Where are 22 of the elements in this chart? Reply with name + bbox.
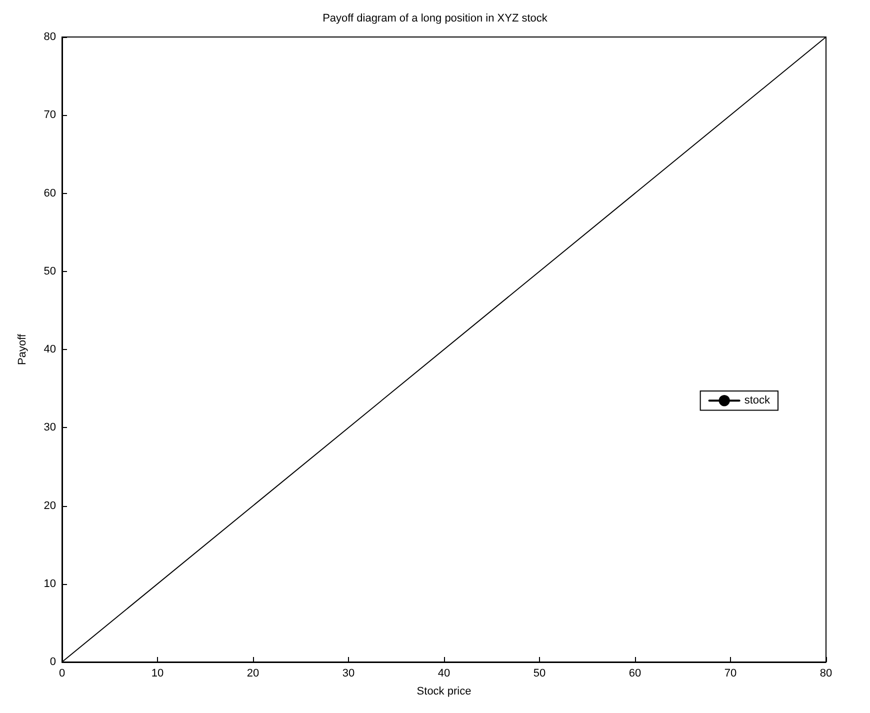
x-tick-label: 30 bbox=[342, 668, 355, 680]
y-axis-title: Payoff bbox=[16, 333, 28, 365]
y-tick-label: 30 bbox=[44, 422, 56, 434]
x-tick-label: 50 bbox=[533, 668, 546, 680]
y-tick-label: 50 bbox=[44, 265, 56, 278]
chart-title: Payoff diagram of a long position in XYZ stock bbox=[322, 12, 548, 24]
x-tick-label: 80 bbox=[820, 668, 832, 680]
x-tick-label: 0 bbox=[58, 668, 66, 680]
y-tick-label: 40 bbox=[44, 344, 56, 356]
x-tick-label: 20 bbox=[246, 668, 260, 680]
y-tick-label: 60 bbox=[44, 187, 56, 200]
y-tick-label: 70 bbox=[44, 109, 56, 122]
x-tick-label: 60 bbox=[628, 668, 642, 680]
y-tick-label: 10 bbox=[44, 578, 56, 590]
y-tick-label: 20 bbox=[44, 500, 56, 512]
y-tick-label: 0 bbox=[50, 656, 56, 668]
x-tick-label: 40 bbox=[438, 668, 450, 680]
y-tick-label: 80 bbox=[44, 31, 56, 43]
x-tick-label: 70 bbox=[724, 668, 737, 680]
x-tick-label: 10 bbox=[151, 668, 164, 680]
x-axis-title: Stock price bbox=[416, 686, 472, 698]
legend-label: stock bbox=[744, 394, 770, 407]
